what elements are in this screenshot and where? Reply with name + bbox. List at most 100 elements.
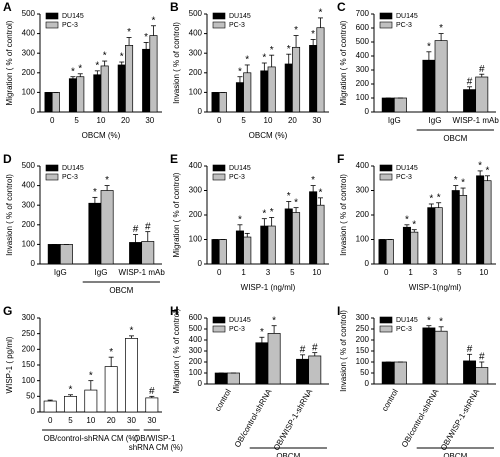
x-tick-label: 10 <box>312 268 321 277</box>
bar <box>434 330 448 385</box>
significance-mark: * <box>311 175 315 186</box>
bar <box>214 372 228 385</box>
y-tick-label: 500 <box>189 9 203 18</box>
y-tick-label: 0 <box>31 259 36 268</box>
y-axis-label: Invasion ( % of control) <box>339 310 348 392</box>
bar <box>142 48 151 113</box>
significance-mark: * <box>429 194 433 205</box>
y-tick-label: 200 <box>189 210 203 219</box>
x-tick-label: WISP-1 mAb <box>119 268 166 277</box>
y-tick-label: 50 <box>360 368 369 377</box>
legend-label: DU145 <box>229 317 251 324</box>
x-tick-label: 5 <box>290 268 295 277</box>
x-tick-label: 20 <box>288 116 297 125</box>
significance-mark: * <box>270 207 274 218</box>
significance-mark: * <box>127 27 131 38</box>
bar <box>51 92 60 113</box>
y-axis-label: WISP-1 ( pg/ml) <box>5 336 14 393</box>
significance-mark: * <box>89 370 93 381</box>
bar <box>410 231 419 265</box>
x-tick-label: 0 <box>48 416 53 425</box>
significance-mark: * <box>478 161 482 172</box>
legend-swatch <box>212 12 226 20</box>
y-tick-label: 300 <box>22 48 36 57</box>
significance-mark: * <box>262 53 266 64</box>
bar <box>316 27 325 113</box>
bar <box>483 180 492 265</box>
panel-letter: C <box>337 0 346 14</box>
y-tick-label: 400 <box>189 335 203 344</box>
bar <box>385 239 394 265</box>
bar <box>211 239 220 265</box>
y-tick-label: 300 <box>189 48 203 57</box>
y-tick-label: 100 <box>189 88 203 97</box>
significance-mark: # <box>149 386 155 397</box>
group-label: OBCM <box>443 452 467 457</box>
y-axis-label: Invasion ( % of control) <box>339 174 348 256</box>
bar <box>434 40 448 113</box>
bar <box>284 63 293 113</box>
significance-mark: * <box>130 326 134 337</box>
x-tick-label: 30 <box>147 416 156 425</box>
group-label: OBCM <box>443 134 467 143</box>
x-tick-label: OB/WISP-1-shRNA <box>439 387 482 452</box>
legend-swatch <box>379 164 393 172</box>
panel-letter: G <box>3 304 12 318</box>
significance-mark: * <box>144 32 148 43</box>
bar <box>393 361 407 385</box>
group-label: OB/WISP-1 shRNA CM (%) <box>129 434 184 452</box>
significance-mark: * <box>262 208 266 219</box>
x-tick-label: 5 <box>457 268 462 277</box>
x-tick-label: 0 <box>50 116 55 125</box>
legend-swatch <box>45 21 59 29</box>
y-tick-label: 100 <box>356 93 370 102</box>
bar <box>76 76 85 113</box>
significance-mark: * <box>454 175 458 186</box>
group-label-line: shRNA CM (%) <box>129 443 184 452</box>
bar <box>475 76 489 113</box>
panel-letter: F <box>337 152 344 166</box>
significance-mark: * <box>405 214 409 225</box>
significance-mark: * <box>287 191 291 202</box>
legend-swatch <box>379 316 393 324</box>
bar <box>100 65 109 113</box>
significance-mark: * <box>437 192 441 203</box>
legend-label: PC-3 <box>396 22 412 29</box>
y-tick-label: 0 <box>31 107 36 116</box>
bar <box>218 239 227 265</box>
y-tick-label: 200 <box>189 357 203 366</box>
x-tick-label: 30 <box>312 116 321 125</box>
legend-label: DU145 <box>229 13 251 20</box>
significance-mark: * <box>319 187 323 198</box>
legend-swatch <box>212 316 226 324</box>
y-tick-label: 100 <box>22 88 36 97</box>
significance-mark: * <box>71 66 75 77</box>
x-tick-label: 10 <box>264 116 273 125</box>
bar <box>149 35 158 113</box>
bar <box>422 59 436 113</box>
legend-label: PC-3 <box>229 22 245 29</box>
y-tick-label: 250 <box>22 329 36 338</box>
bar <box>255 342 269 385</box>
x-tick-label: control <box>213 387 233 412</box>
significance-mark: * <box>439 316 443 327</box>
y-tick-label: 100 <box>189 368 203 377</box>
y-tick-label: 0 <box>198 379 203 388</box>
legend-label: PC-3 <box>396 174 412 181</box>
group-label: OBCM <box>276 452 300 457</box>
x-tick-label: 20 <box>121 116 130 125</box>
y-tick-label: 500 <box>22 161 36 170</box>
x-tick-label: IgG <box>388 116 401 125</box>
significance-mark: * <box>260 327 264 338</box>
significance-mark: * <box>93 187 97 198</box>
bar <box>475 367 489 385</box>
bar <box>378 239 387 265</box>
bar <box>211 92 220 113</box>
y-tick-label: 250 <box>356 324 370 333</box>
significance-mark: * <box>486 165 490 176</box>
bar <box>381 97 395 113</box>
legend-label: DU145 <box>396 317 418 324</box>
y-tick-label: 0 <box>365 259 370 268</box>
x-tick-label: 30 <box>145 116 154 125</box>
y-tick-label: 50 <box>26 391 35 400</box>
